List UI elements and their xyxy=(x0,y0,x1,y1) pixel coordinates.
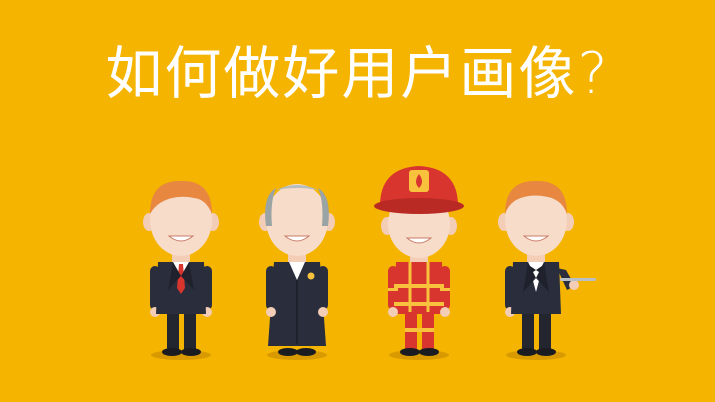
waiter-icon xyxy=(498,180,596,360)
judge-icon xyxy=(259,184,335,360)
page-title: 如何做好用户画像? xyxy=(105,41,610,107)
businessman-icon xyxy=(143,180,219,360)
firefighter-icon xyxy=(374,166,464,360)
